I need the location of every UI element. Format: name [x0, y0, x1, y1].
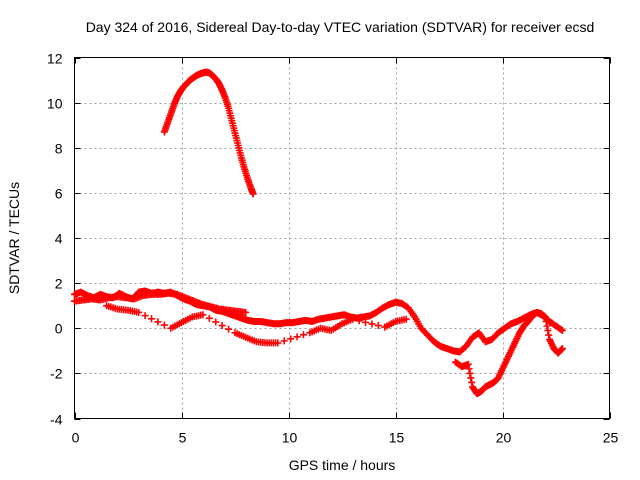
data-point [249, 190, 257, 198]
series-group [451, 308, 566, 398]
y-tick-label: 2 [55, 276, 63, 292]
data-point [218, 322, 226, 330]
data-point [368, 320, 376, 328]
data-point [362, 318, 370, 326]
x-tick-labels: 0 5 10 15 20 25 [72, 430, 619, 446]
data-point [212, 318, 220, 326]
chart-title: Day 324 of 2016, Sidereal Day-to-day VTE… [86, 19, 595, 35]
x-tick-label: 0 [72, 430, 80, 446]
y-tick-label: 12 [47, 51, 63, 67]
x-tick-label: 10 [282, 430, 298, 446]
data-point [242, 308, 250, 316]
data-point [557, 326, 565, 334]
data-point [374, 322, 382, 330]
x-tick-label: 25 [603, 430, 619, 446]
axis-ticks [74, 57, 611, 420]
series-group [71, 289, 250, 316]
data-point [467, 374, 475, 382]
y-tick-label: 0 [55, 321, 63, 337]
data-point [135, 308, 143, 316]
data-point [154, 318, 162, 326]
y-tick-label: -4 [50, 412, 63, 428]
y-tick-label: -2 [50, 366, 63, 382]
grid [74, 57, 610, 419]
x-axis-label: GPS time / hours [289, 457, 396, 473]
data-point [558, 345, 566, 353]
data-points [71, 68, 566, 398]
y-tick-label: 8 [55, 141, 63, 157]
data-point [299, 331, 307, 339]
data-point [402, 315, 410, 323]
data-point [280, 337, 288, 345]
x-tick-label: 5 [179, 430, 187, 446]
y-tick-label: 4 [55, 231, 63, 247]
data-point [466, 369, 474, 377]
y-tick-label: 6 [55, 186, 63, 202]
data-point [349, 315, 357, 323]
data-point [205, 314, 213, 322]
data-point [287, 335, 295, 343]
data-point [274, 339, 282, 347]
series-group [103, 302, 410, 347]
data-point [541, 313, 549, 321]
plot-frame [74, 57, 610, 419]
y-tick-labels: -4 -2 0 2 4 6 8 10 12 [47, 51, 63, 428]
data-point [468, 378, 476, 386]
data-point [293, 333, 301, 341]
data-point [141, 312, 149, 320]
y-tick-label: 10 [47, 96, 63, 112]
data-point [465, 365, 473, 373]
data-point [544, 327, 552, 335]
data-point [148, 315, 156, 323]
data-point [558, 327, 566, 335]
data-point [160, 321, 168, 329]
data-point [542, 317, 550, 325]
data-point [558, 345, 566, 353]
data-point [464, 360, 472, 368]
x-tick-label: 15 [389, 430, 405, 446]
data-point [225, 325, 233, 333]
data-point [543, 322, 551, 330]
data-point [545, 331, 553, 339]
x-tick-label: 20 [496, 430, 512, 446]
series-group [160, 68, 257, 198]
data-point [199, 311, 207, 319]
y-axis-label: SDTVAR / TECUs [6, 182, 22, 294]
data-point [355, 317, 363, 325]
